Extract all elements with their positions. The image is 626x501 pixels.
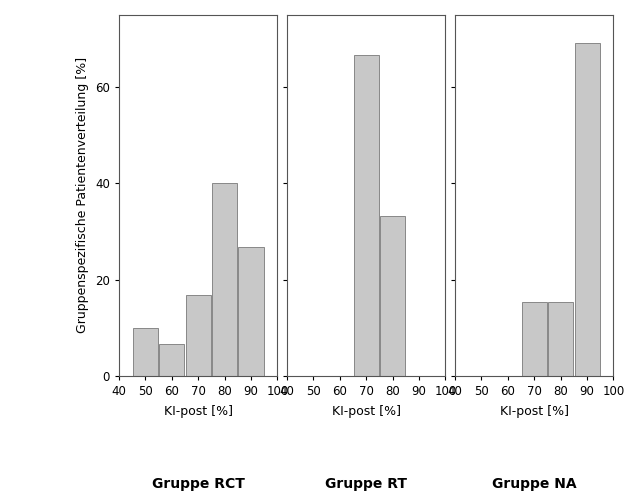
- Bar: [133, 328, 158, 376]
- Bar: [186, 296, 211, 376]
- Bar: [354, 55, 379, 376]
- Bar: [239, 247, 264, 376]
- X-axis label: KI-post [%]: KI-post [%]: [163, 405, 233, 418]
- X-axis label: KI-post [%]: KI-post [%]: [332, 405, 401, 418]
- X-axis label: KI-post [%]: KI-post [%]: [500, 405, 569, 418]
- Bar: [212, 183, 237, 376]
- Text: Gruppe RT: Gruppe RT: [326, 477, 407, 491]
- Y-axis label: Gruppenspezifische Patientenverteilung [%]: Gruppenspezifische Patientenverteilung […: [76, 57, 90, 334]
- Bar: [575, 43, 600, 376]
- Bar: [521, 302, 546, 376]
- Bar: [159, 344, 184, 376]
- Bar: [548, 302, 573, 376]
- Text: Gruppe RCT: Gruppe RCT: [151, 477, 245, 491]
- Text: Gruppe NA: Gruppe NA: [492, 477, 577, 491]
- Bar: [380, 215, 405, 376]
